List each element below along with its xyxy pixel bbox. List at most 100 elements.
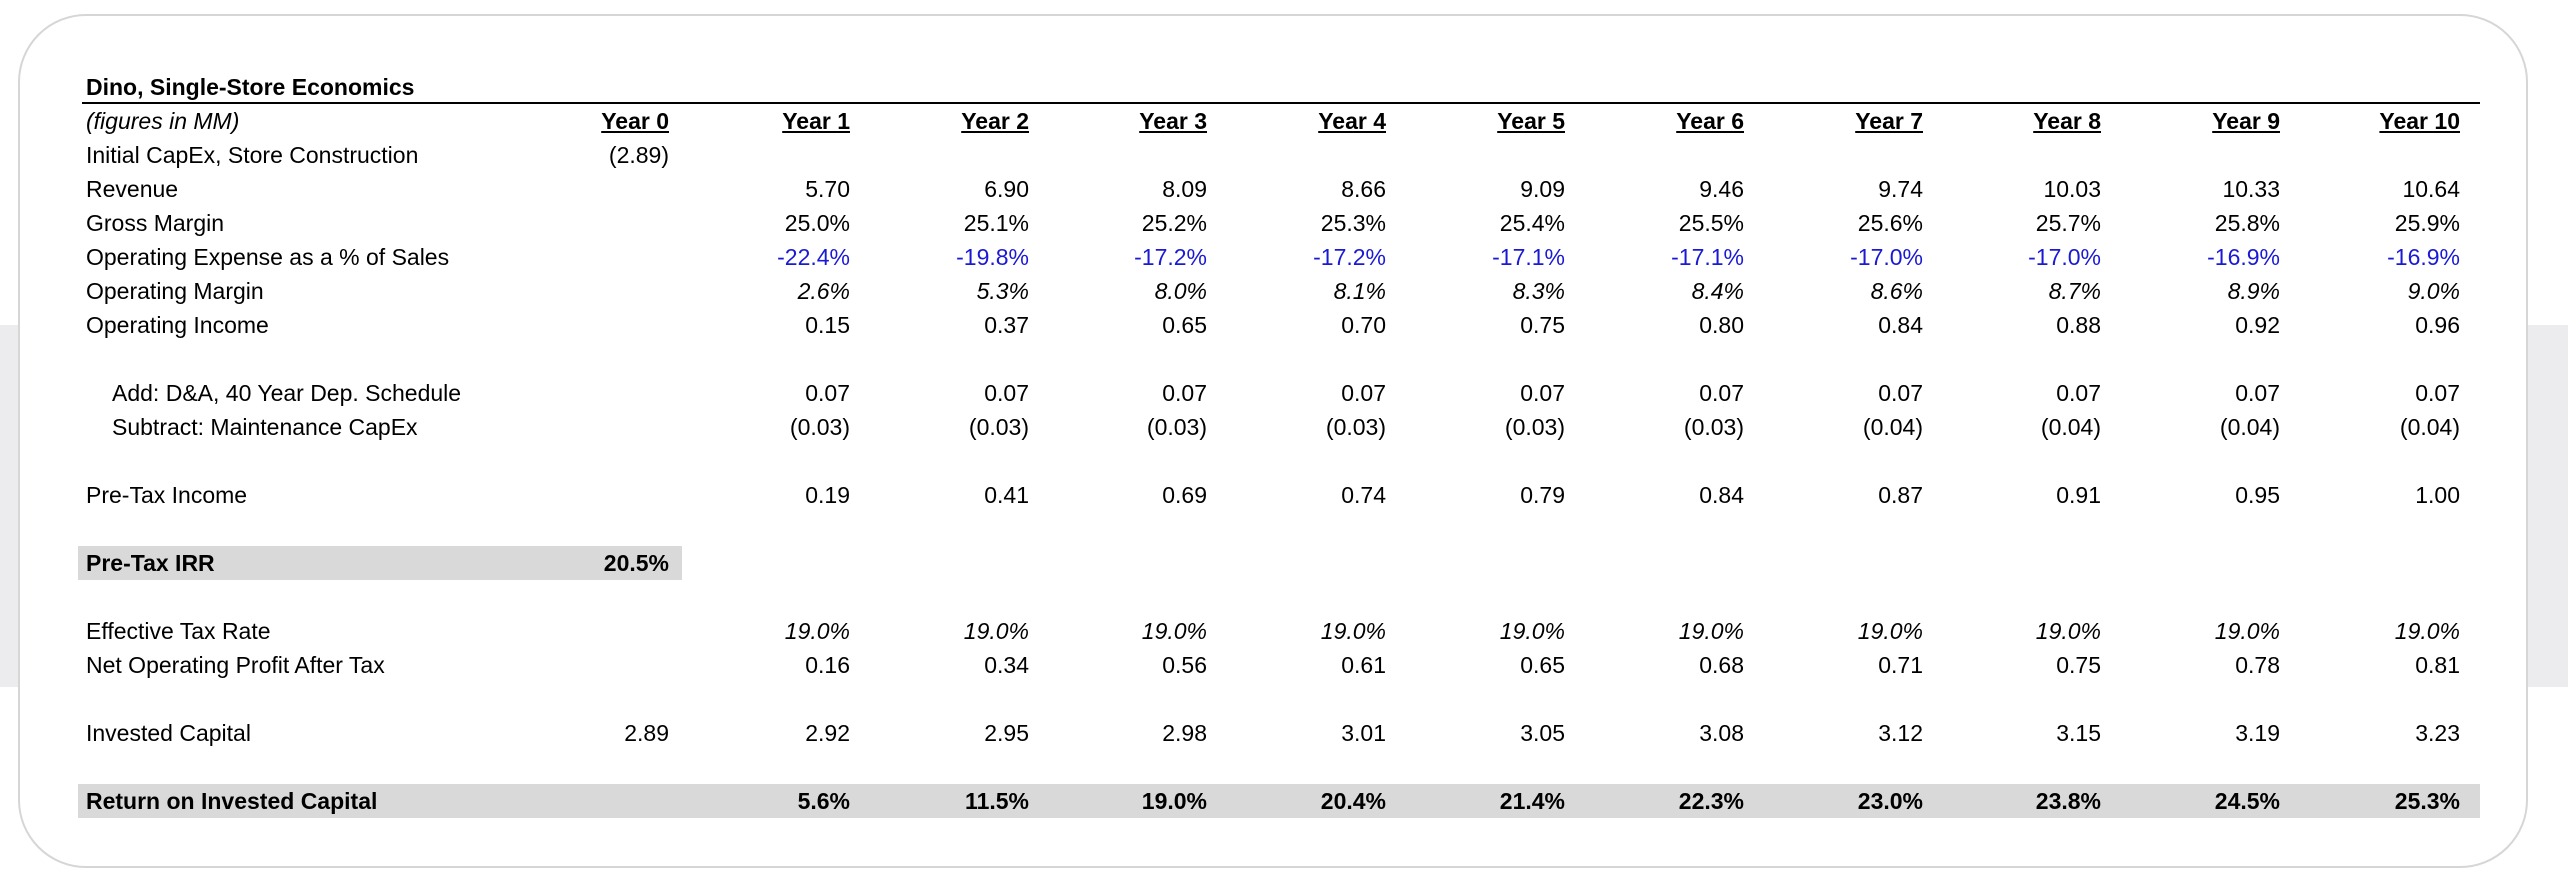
spacer-row	[82, 750, 2480, 784]
value-cell: 3.05	[1520, 720, 1565, 746]
value-cell: 0.81	[2415, 652, 2460, 678]
value-cell: 0.69	[1162, 482, 1207, 508]
value-cell: 25.5%	[1678, 210, 1744, 236]
row-label: Gross Margin	[86, 210, 225, 236]
value-cell: (0.03)	[968, 414, 1029, 440]
row-pretax-income: Pre-Tax Income 0.19 0.41 0.69 0.74 0.79 0.84 0.…	[82, 478, 2480, 512]
value-cell: 3.08	[1699, 720, 1744, 746]
row-gross-margin: Gross Margin 25.0% 25.1% 25.2% 25.3% 25.4% 25.…	[82, 206, 2480, 240]
value-cell: 19.0%	[2214, 618, 2280, 644]
value-cell: (0.03)	[1325, 414, 1386, 440]
value-cell: 19.0%	[1678, 618, 1744, 644]
year-header: Year 7	[1855, 108, 1923, 134]
value-cell: -17.2%	[1134, 244, 1207, 270]
row-label: Initial CapEx, Store Construction	[86, 142, 419, 168]
value-cell: 8.6%	[1870, 278, 1923, 304]
year-header: Year 1	[782, 108, 850, 134]
value-cell: 19.0%	[1141, 618, 1207, 644]
value-cell: 2.89	[624, 720, 669, 746]
value-cell: 0.75	[2056, 652, 2101, 678]
value-cell: 19.0%	[2394, 618, 2460, 644]
year-header: Year 6	[1676, 108, 1744, 134]
value-cell: 25.6%	[1857, 210, 1923, 236]
row-label: Pre-Tax IRR	[86, 550, 215, 576]
value-cell: 21.4%	[1499, 788, 1565, 814]
spreadsheet-card	[18, 14, 2528, 868]
value-cell: 0.07	[2235, 380, 2280, 406]
value-cell: 0.92	[2235, 312, 2280, 338]
value-cell: 19.0%	[1857, 618, 1923, 644]
spacer-row	[82, 444, 2480, 478]
value-cell: 0.74	[1341, 482, 1386, 508]
value-cell: 0.96	[2415, 312, 2460, 338]
highlight-band	[78, 546, 682, 580]
row-label: Operating Margin	[86, 278, 264, 304]
value-cell: 0.80	[1699, 312, 1744, 338]
row-opex-pct: Operating Expense as a % of Sales -22.4% -…	[82, 240, 2480, 274]
value-cell: 20.5%	[603, 550, 669, 576]
value-cell: 9.74	[1878, 176, 1923, 202]
value-cell: 5.3%	[976, 278, 1029, 304]
value-cell: 2.95	[984, 720, 1029, 746]
row-op-margin: Operating Margin 2.6% 5.3% 8.0% 8.1% 8.3% 8.4%…	[82, 274, 2480, 308]
value-cell: 10.03	[2043, 176, 2101, 202]
year-header: Year 10	[2379, 108, 2460, 134]
value-cell: (0.04)	[2040, 414, 2101, 440]
value-cell: 20.4%	[1320, 788, 1386, 814]
year-header: Year 8	[2033, 108, 2101, 134]
value-cell: 1.00	[2415, 482, 2460, 508]
value-cell: 25.8%	[2214, 210, 2280, 236]
value-cell: 0.84	[1878, 312, 1923, 338]
value-cell: 19.0%	[784, 618, 850, 644]
value-cell: -16.9%	[2207, 244, 2280, 270]
table-title: Dino, Single-Store Economics	[82, 70, 2480, 104]
value-cell: 11.5%	[965, 788, 1029, 814]
value-cell: 8.4%	[1691, 278, 1744, 304]
value-cell: (0.03)	[1146, 414, 1207, 440]
value-cell: 0.65	[1520, 652, 1565, 678]
value-cell: -17.0%	[1850, 244, 1923, 270]
value-cell: 25.3%	[2394, 788, 2460, 814]
value-cell: 25.4%	[1499, 210, 1565, 236]
year-header: Year 4	[1318, 108, 1386, 134]
row-label: Operating Income	[86, 312, 269, 338]
value-cell: 0.07	[2415, 380, 2460, 406]
value-cell: 0.07	[1341, 380, 1386, 406]
value-cell: (2.89)	[608, 142, 669, 168]
value-cell: 0.61	[1341, 652, 1386, 678]
row-label: Return on Invested Capital	[86, 788, 378, 814]
value-cell: 0.07	[1162, 380, 1207, 406]
row-da: Add: D&A, 40 Year Dep. Schedule 0.07 0.07 0…	[82, 376, 2480, 410]
value-cell: -16.9%	[2387, 244, 2460, 270]
value-cell: 8.9%	[2227, 278, 2280, 304]
row-nopat: Net Operating Profit After Tax 0.16 0.34 0.…	[82, 648, 2480, 682]
row-label: Add: D&A, 40 Year Dep. Schedule	[112, 380, 462, 406]
value-cell: 19.0%	[963, 618, 1029, 644]
value-cell: (0.03)	[1683, 414, 1744, 440]
year-header: Year 5	[1497, 108, 1565, 134]
value-cell: -19.8%	[956, 244, 1029, 270]
value-cell: 0.65	[1162, 312, 1207, 338]
value-cell: 2.6%	[797, 278, 850, 304]
value-cell: 19.0%	[1141, 788, 1207, 814]
value-cell: (0.04)	[2399, 414, 2460, 440]
spacer-row	[82, 512, 2480, 546]
value-cell: 3.23	[2415, 720, 2460, 746]
value-cell: 3.01	[1341, 720, 1386, 746]
row-revenue: Revenue 5.70 6.90 8.09 8.66 9.09 9.46 9.74 10.03…	[82, 172, 2480, 206]
value-cell: -17.1%	[1671, 244, 1744, 270]
value-cell: 8.0%	[1154, 278, 1207, 304]
row-op-income: Operating Income 0.15 0.37 0.65 0.70 0.75 0.80…	[82, 308, 2480, 342]
value-cell: 0.41	[984, 482, 1029, 508]
value-cell: 25.9%	[2394, 210, 2460, 236]
row-label: Subtract: Maintenance CapEx	[112, 414, 418, 440]
header-row: (figures in MM) Year 0 Year 1 Year 2 Year 3 Y…	[82, 104, 2480, 138]
value-cell: 8.1%	[1333, 278, 1386, 304]
value-cell: 0.56	[1162, 652, 1207, 678]
value-cell: 0.07	[1699, 380, 1744, 406]
spacer-row	[82, 342, 2480, 376]
value-cell: -17.2%	[1313, 244, 1386, 270]
value-cell: 8.3%	[1512, 278, 1565, 304]
value-cell: 3.12	[1878, 720, 1923, 746]
value-cell: 25.2%	[1141, 210, 1207, 236]
